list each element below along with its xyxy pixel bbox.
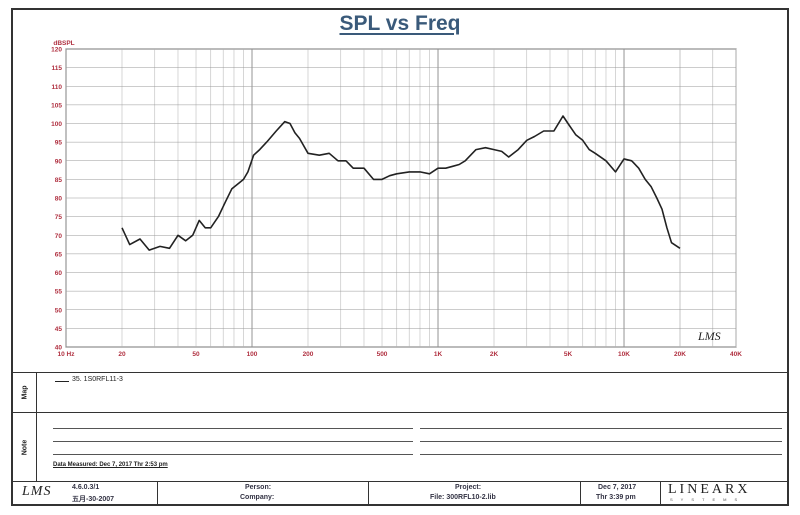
file-label: File: 300RFL10-2.lib — [430, 494, 496, 501]
plot-lms-watermark: LMS — [697, 329, 721, 343]
y-tick-label: 65 — [55, 251, 63, 258]
y-tick-label: 55 — [55, 289, 63, 296]
y-tick-label: 105 — [51, 102, 62, 109]
y-tick-label: 120 — [51, 47, 62, 54]
note-line — [420, 428, 782, 429]
y-tick-label: 100 — [51, 121, 62, 128]
y-tick-label: 85 — [55, 177, 63, 184]
footer-date: Dec 7, 2017 — [598, 484, 637, 491]
note-line — [53, 454, 413, 455]
y-tick-label: 115 — [52, 65, 63, 72]
footer-divider — [660, 482, 661, 504]
y-tick-label: 70 — [55, 233, 63, 240]
note-line — [53, 441, 413, 442]
footer-divider — [157, 482, 158, 504]
series-line — [121, 115, 681, 251]
y-axis-label: dBSPL — [53, 40, 74, 47]
footer-panel — [13, 481, 787, 506]
linearx-logo: LINEARX — [668, 482, 751, 497]
note-line — [420, 454, 782, 455]
y-tick-label: 90 — [55, 158, 63, 165]
x-tick-label: 10K — [618, 351, 630, 358]
version-text: 4.6.0.3/1 — [72, 484, 100, 491]
x-tick-label: 40K — [730, 351, 742, 358]
x-tick-label: 2K — [490, 351, 499, 358]
footer-divider — [580, 482, 581, 504]
map-side-label: Map — [13, 372, 37, 412]
legend-swatch — [55, 381, 69, 382]
x-tick-label: 20K — [674, 351, 686, 358]
lms-logo: LMS — [22, 484, 52, 499]
linearx-sub: SYSTEMS — [670, 497, 746, 502]
x-tick-label: 500 — [377, 351, 388, 358]
x-tick-label: 1K — [434, 351, 443, 358]
x-tick-label: 200 — [303, 351, 314, 358]
y-tick-label: 60 — [55, 270, 63, 277]
note-line — [53, 428, 413, 429]
note-panel — [13, 412, 787, 482]
x-tick-label: 50 — [192, 351, 200, 358]
footer-time: Thr 3:39 pm — [596, 494, 636, 501]
person-label: Person: — [245, 484, 272, 491]
note-line — [420, 441, 782, 442]
map-panel — [13, 372, 787, 412]
project-label: Project: — [455, 484, 482, 491]
map-label-text: Map — [21, 385, 28, 399]
legend-entry: 35. 1S0RFL11-3 — [72, 376, 123, 383]
y-tick-label: 45 — [55, 326, 63, 333]
company-label: Company: — [240, 494, 275, 501]
y-tick-label: 50 — [55, 307, 63, 314]
y-tick-label: 95 — [55, 140, 63, 147]
note-side-label: Note — [13, 412, 37, 482]
y-tick-label: 110 — [52, 84, 63, 91]
x-tick-label: 10 Hz — [58, 351, 76, 358]
y-tick-label: 80 — [55, 196, 63, 203]
x-tick-label: 100 — [247, 351, 258, 358]
note-label-text: Note — [21, 439, 28, 455]
footer-divider — [368, 482, 369, 504]
x-tick-label: 20 — [118, 351, 126, 358]
x-tick-label: 5K — [564, 351, 573, 358]
y-tick-label: 40 — [55, 345, 63, 352]
measured-date: Data Measured: Dec 7, 2017 Thr 2:53 pm — [53, 462, 168, 468]
y-tick-label: 75 — [55, 214, 63, 221]
version-date: 五月-30-2007 — [72, 496, 115, 503]
chart-title: SPL vs Freq — [339, 12, 461, 35]
